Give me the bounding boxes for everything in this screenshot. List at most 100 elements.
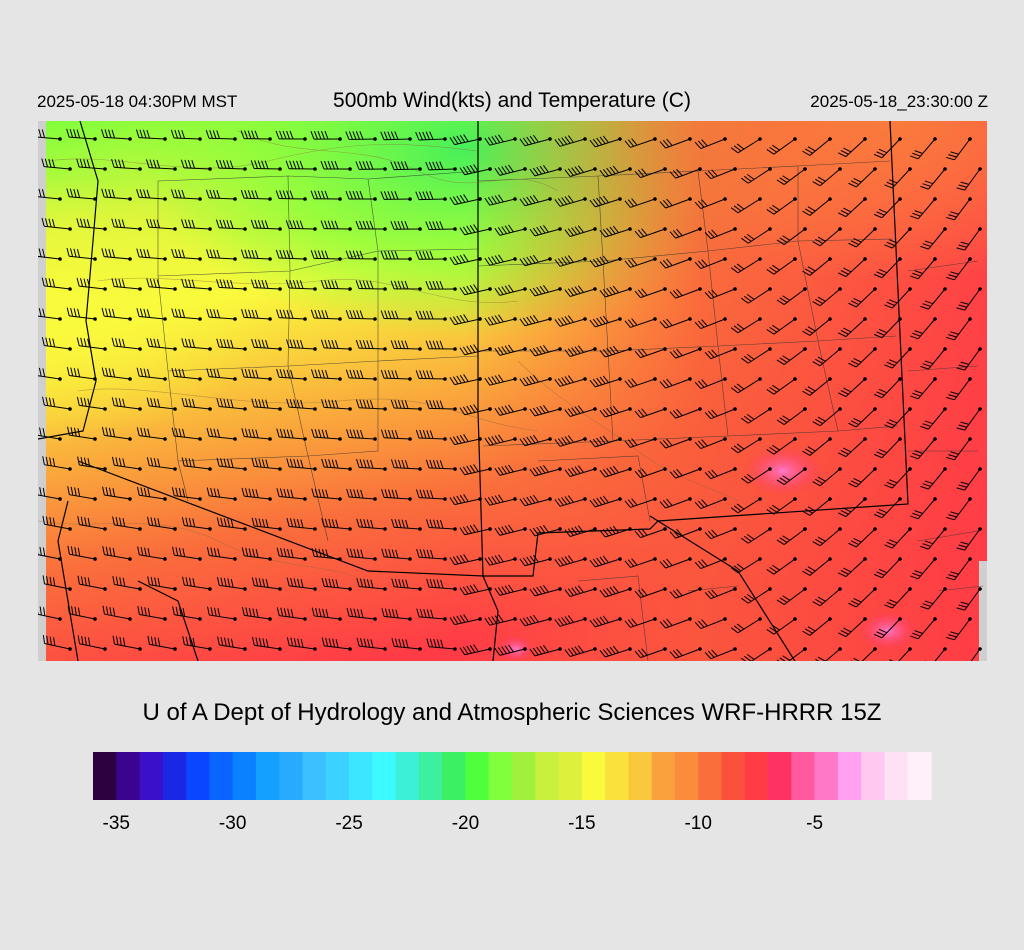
wind-barb bbox=[112, 635, 142, 651]
wind-barb bbox=[873, 197, 902, 219]
wind-barb bbox=[181, 397, 212, 411]
wind-barb bbox=[554, 435, 587, 447]
wind-barb bbox=[42, 634, 72, 651]
wind-barb bbox=[884, 227, 912, 249]
wind-barb bbox=[346, 607, 377, 621]
wind-barb bbox=[136, 486, 167, 501]
wind-barb bbox=[181, 457, 212, 471]
wind-barb bbox=[884, 347, 912, 369]
wind-barb bbox=[381, 489, 412, 501]
wind-barb bbox=[704, 467, 737, 480]
wind-barb bbox=[554, 555, 587, 567]
wind-barb bbox=[459, 344, 492, 356]
wind-barb bbox=[838, 377, 867, 398]
wind-barb bbox=[355, 220, 387, 231]
wind-barb bbox=[311, 488, 342, 501]
wind-barb bbox=[599, 225, 632, 238]
wind-barb bbox=[766, 617, 797, 635]
wind-barb bbox=[391, 638, 422, 651]
wind-barb bbox=[251, 517, 282, 531]
wind-barb bbox=[390, 340, 422, 351]
wind-barb bbox=[741, 347, 772, 364]
wind-barb bbox=[355, 339, 387, 351]
wind-barb bbox=[146, 278, 177, 291]
wind-barb bbox=[321, 577, 352, 591]
wind-barb bbox=[216, 398, 247, 411]
wind-barb bbox=[838, 137, 867, 158]
wind-barb bbox=[77, 575, 107, 591]
wind-barb bbox=[459, 284, 492, 296]
wind-barb bbox=[659, 137, 692, 149]
wind-barb bbox=[494, 344, 527, 356]
wind-barb bbox=[172, 606, 202, 621]
wind-barb bbox=[484, 314, 517, 326]
wind-barb bbox=[449, 554, 482, 566]
wind-barb bbox=[694, 137, 727, 150]
wind-barb bbox=[484, 554, 517, 566]
wind-barb bbox=[102, 486, 132, 501]
wind-barb bbox=[67, 486, 97, 501]
wind-barb bbox=[956, 407, 982, 431]
wind-barb bbox=[802, 197, 832, 216]
wind-barb bbox=[624, 377, 657, 388]
wind-barb bbox=[146, 397, 177, 411]
wind-barbs bbox=[38, 128, 982, 661]
wind-barb bbox=[345, 131, 377, 141]
wind-barb bbox=[459, 584, 492, 596]
wind-barb bbox=[554, 315, 587, 327]
wind-barb bbox=[425, 400, 457, 411]
wind-barb bbox=[66, 367, 97, 381]
wind-barb bbox=[812, 287, 842, 307]
wind-barb bbox=[76, 158, 107, 171]
wind-barb bbox=[172, 546, 202, 561]
wind-barb bbox=[136, 188, 167, 201]
wind-barb bbox=[494, 284, 527, 296]
wind-barb bbox=[554, 615, 587, 627]
wind-barb bbox=[136, 427, 167, 441]
wind-barb bbox=[634, 647, 667, 659]
wind-barb bbox=[802, 437, 832, 456]
wind-barb bbox=[275, 249, 307, 261]
wind-barb bbox=[529, 644, 562, 657]
wind-barb bbox=[240, 189, 272, 201]
wind-barb bbox=[815, 647, 842, 661]
wind-barb bbox=[76, 337, 107, 351]
wind-barb bbox=[848, 167, 877, 188]
wind-barb bbox=[241, 368, 272, 381]
colorbar-swatch bbox=[674, 752, 699, 800]
wind-barb bbox=[741, 647, 772, 661]
wind-barb bbox=[956, 347, 982, 371]
wind-barb bbox=[146, 159, 177, 171]
wind-barb bbox=[415, 131, 447, 141]
wind-barb bbox=[111, 397, 142, 411]
wind-barb bbox=[425, 459, 457, 471]
colorbar-swatch bbox=[209, 752, 234, 800]
wind-barb bbox=[838, 257, 867, 278]
wind-barb bbox=[884, 467, 912, 489]
wind-barb bbox=[76, 396, 107, 411]
wind-barb bbox=[634, 407, 667, 419]
wind-barb bbox=[956, 167, 982, 191]
wind-barb bbox=[286, 577, 317, 591]
wind-barb bbox=[484, 494, 517, 506]
wind-barb bbox=[659, 197, 692, 209]
wind-barb bbox=[741, 467, 772, 484]
wind-barb bbox=[181, 278, 212, 291]
wind-barb bbox=[802, 497, 832, 516]
wind-barb bbox=[873, 437, 902, 459]
wind-barb bbox=[380, 369, 412, 381]
wind-barb bbox=[766, 197, 797, 215]
wind-barb bbox=[946, 557, 972, 581]
wind-barb bbox=[704, 587, 737, 600]
wind-barb bbox=[38, 128, 62, 141]
colorbar-swatch bbox=[535, 752, 560, 800]
wind-barb bbox=[669, 287, 702, 299]
wind-barb bbox=[135, 129, 167, 141]
wind-barb bbox=[519, 314, 552, 327]
wind-barb bbox=[494, 464, 527, 476]
wind-barb bbox=[741, 227, 772, 244]
wind-barb bbox=[42, 456, 72, 471]
wind-barb bbox=[848, 287, 877, 308]
colorbar-swatch bbox=[302, 752, 327, 800]
wind-barb bbox=[766, 257, 797, 275]
